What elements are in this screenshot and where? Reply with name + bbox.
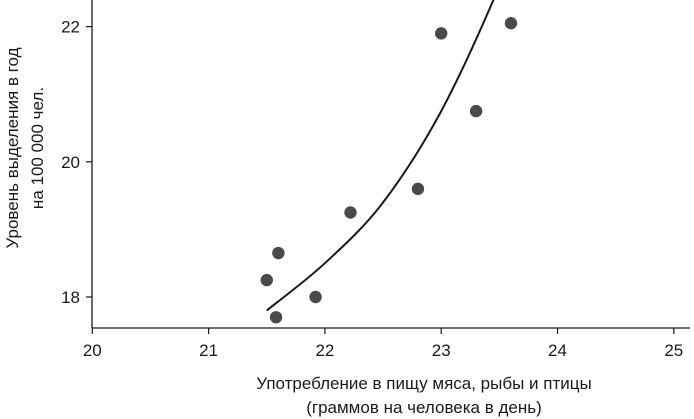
y-axis-title-line-1: Уровень выделения в год [3,47,22,248]
data-point [272,246,285,260]
y-tick-label: 18 [61,288,80,307]
x-axis-title-line-1: Употребление в пищу мяса, рыбы и птицы [256,374,591,393]
x-axis-title-line-2: (граммов на человека в день) [306,398,542,417]
x-tick-label: 24 [548,341,567,360]
x-tick-label: 23 [432,341,451,360]
y-ticks: 1820222426 [61,18,92,307]
data-point [309,290,322,304]
x-tick-label: 21 [199,341,218,360]
trend-curve [266,0,495,312]
data-point [344,206,357,219]
data-point [269,311,283,324]
data-point [260,273,273,287]
x-ticks: 20 21 22 23 24 25 [83,328,683,360]
y-axis-title-line-2: на 100 000 чел. [28,87,47,209]
x-tick-label: 20 [83,341,102,360]
data-point [504,17,518,30]
data-point [435,27,448,40]
data-point [469,104,483,118]
y-tick-label: 20 [61,153,80,172]
axes [91,0,690,329]
data-points [260,17,518,324]
data-point [411,182,425,196]
x-tick-label: 25 [664,341,683,360]
x-tick-label: 22 [315,341,334,360]
y-tick-label: 22 [61,18,80,37]
